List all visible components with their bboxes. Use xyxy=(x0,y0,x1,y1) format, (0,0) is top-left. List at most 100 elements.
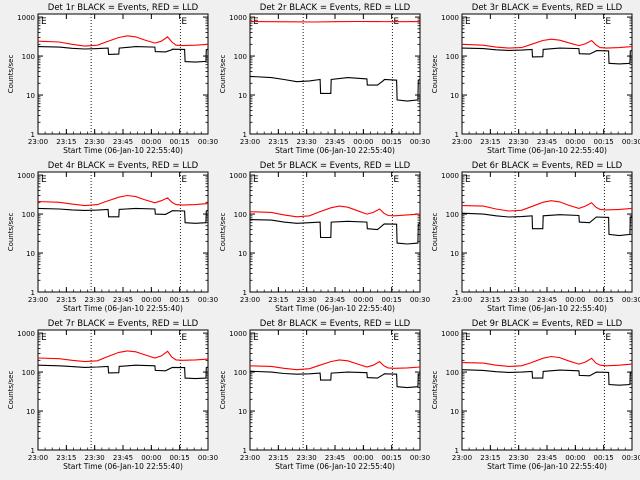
y-axis-label: Counts/sec xyxy=(7,55,15,94)
x-tick-label: 23:15 xyxy=(268,296,288,304)
y-tick-label: 1000 xyxy=(441,172,459,180)
x-tick-label: 00:30 xyxy=(622,296,640,304)
x-tick-label: 00:30 xyxy=(198,296,218,304)
lld-series-line xyxy=(249,20,421,23)
y-axis-label: Counts/sec xyxy=(219,213,227,252)
panel-det-5: Det 5r BLACK = Events, RED = LLD 1 10 100 10… xyxy=(219,161,430,313)
x-tick-label: 23:15 xyxy=(480,296,500,304)
y-tick-label: 1000 xyxy=(441,14,459,22)
y-tick-label: 1000 xyxy=(17,172,35,180)
chart-title: Det 2r BLACK = Events, RED = LLD xyxy=(260,3,411,13)
lld-series-line xyxy=(37,194,209,207)
x-tick-label: 23:00 xyxy=(28,296,48,304)
y-tick-label: 1 xyxy=(455,447,459,455)
lld-series-line xyxy=(37,350,209,363)
panel-det-2: Det 2r BLACK = Events, RED = LLD 1 10 100 10… xyxy=(219,3,430,155)
y-tick-label: 100 xyxy=(234,369,247,377)
y-tick-label: 10 xyxy=(26,92,35,100)
x-tick-label: 23:00 xyxy=(28,454,48,462)
x-tick-label: 23:30 xyxy=(509,454,529,462)
y-tick-label: 100 xyxy=(446,53,459,61)
x-tick-label: 00:15 xyxy=(382,454,402,462)
y-tick-label: 100 xyxy=(22,211,35,219)
y-tick-label: 100 xyxy=(234,53,247,61)
events-series-line xyxy=(461,212,633,237)
x-tick-label: 00:00 xyxy=(565,138,585,146)
x-tick-label: 00:30 xyxy=(410,296,430,304)
x-tick-label: 00:30 xyxy=(410,454,430,462)
x-tick-label: 00:00 xyxy=(565,454,585,462)
y-tick-label: 1000 xyxy=(17,14,35,22)
x-tick-label: 00:30 xyxy=(622,138,640,146)
e-marker-label: E xyxy=(393,333,399,343)
plot-area xyxy=(249,171,421,293)
y-tick-label: 1000 xyxy=(229,14,247,22)
plot-area xyxy=(461,329,633,451)
x-tick-label: 23:30 xyxy=(509,138,529,146)
events-series-line xyxy=(249,75,421,102)
panel-det-4: Det 4r BLACK = Events, RED = LLD 1 10 100 10… xyxy=(7,161,218,313)
y-tick-label: 1 xyxy=(243,289,247,297)
y-tick-label: 1 xyxy=(31,289,35,297)
x-tick-label: 00:15 xyxy=(594,138,614,146)
x-tick-label: 23:00 xyxy=(240,296,260,304)
x-tick-label: 00:00 xyxy=(353,454,373,462)
y-tick-label: 1 xyxy=(31,131,35,139)
x-tick-label: 23:30 xyxy=(85,454,105,462)
e-marker-label: E xyxy=(605,175,611,185)
e-marker-label: E xyxy=(465,333,471,343)
panel-det-6: Det 6r BLACK = Events, RED = LLD 1 10 100 10… xyxy=(431,161,640,313)
x-tick-label: 23:45 xyxy=(113,296,133,304)
x-axis-label: Start Time (06-Jan-10 22:55:40) xyxy=(63,146,183,155)
events-series-line xyxy=(461,47,633,65)
x-tick-label: 00:30 xyxy=(198,138,218,146)
plot-area xyxy=(37,13,209,135)
y-axis-label: Counts/sec xyxy=(219,55,227,94)
y-tick-label: 10 xyxy=(450,250,459,258)
y-tick-label: 100 xyxy=(234,211,247,219)
e-marker-label: E xyxy=(41,175,47,185)
x-tick-label: 23:15 xyxy=(56,454,76,462)
y-tick-label: 10 xyxy=(238,250,247,258)
panel-det-7: Det 7r BLACK = Events, RED = LLD 1 10 100 10… xyxy=(7,319,218,471)
x-tick-label: 00:15 xyxy=(382,138,402,146)
chart-title: Det 9r BLACK = Events, RED = LLD xyxy=(472,319,623,329)
y-tick-label: 100 xyxy=(22,53,35,61)
x-tick-label: 23:15 xyxy=(480,454,500,462)
x-tick-label: 23:30 xyxy=(297,138,317,146)
x-tick-label: 00:15 xyxy=(170,138,190,146)
e-marker-label: E xyxy=(605,333,611,343)
e-marker-label: E xyxy=(181,17,187,27)
panel-det-9: Det 9r BLACK = Events, RED = LLD 1 10 100 10… xyxy=(431,319,640,471)
chart-title: Det 8r BLACK = Events, RED = LLD xyxy=(260,319,411,329)
y-tick-label: 1 xyxy=(455,289,459,297)
lld-series-line xyxy=(461,355,633,367)
chart-title: Det 7r BLACK = Events, RED = LLD xyxy=(48,319,199,329)
plot-area xyxy=(461,171,633,293)
x-tick-label: 23:15 xyxy=(56,138,76,146)
events-series-line xyxy=(37,46,209,63)
x-axis-label: Start Time (06-Jan-10 22:55:40) xyxy=(487,462,607,471)
x-tick-label: 23:00 xyxy=(240,454,260,462)
y-tick-label: 10 xyxy=(238,408,247,416)
x-tick-label: 23:45 xyxy=(325,138,345,146)
plot-area xyxy=(249,329,421,451)
plot-area xyxy=(461,13,633,135)
x-tick-label: 23:00 xyxy=(452,454,472,462)
e-marker-label: E xyxy=(465,175,471,185)
x-tick-label: 00:15 xyxy=(170,454,190,462)
x-tick-label: 23:15 xyxy=(268,454,288,462)
y-tick-label: 1000 xyxy=(229,330,247,338)
e-marker-label: E xyxy=(181,175,187,185)
x-axis-label: Start Time (06-Jan-10 22:55:40) xyxy=(487,146,607,155)
x-tick-label: 23:00 xyxy=(452,138,472,146)
e-marker-label: E xyxy=(181,333,187,343)
x-axis-label: Start Time (06-Jan-10 22:55:40) xyxy=(275,146,395,155)
lld-series-line xyxy=(37,35,209,47)
y-tick-label: 1 xyxy=(243,131,247,139)
x-tick-label: 23:30 xyxy=(509,296,529,304)
chart-title: Det 6r BLACK = Events, RED = LLD xyxy=(472,161,623,171)
plot-area xyxy=(37,171,209,293)
events-series-line xyxy=(249,219,421,245)
